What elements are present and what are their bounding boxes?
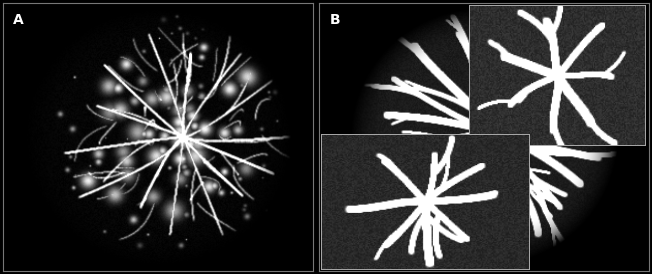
Text: A: A [12,13,23,27]
Text: B: B [329,13,340,27]
